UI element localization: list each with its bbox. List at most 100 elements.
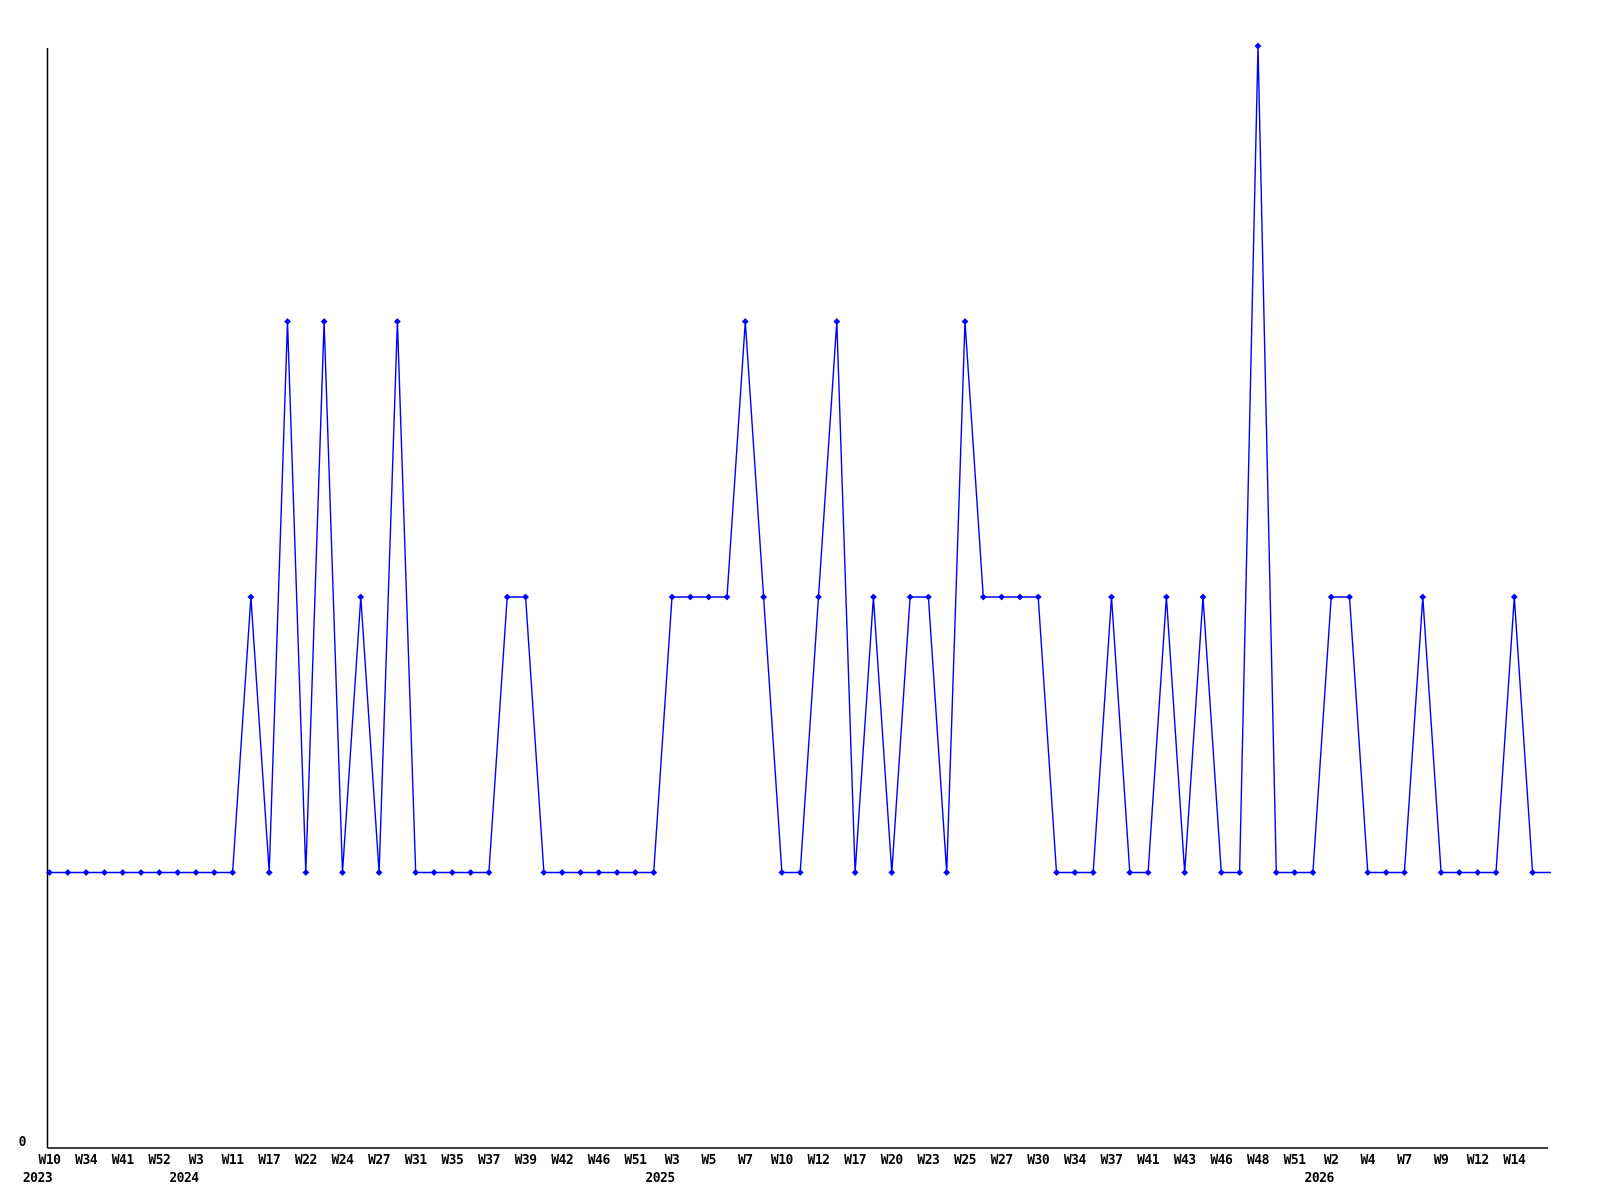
data-point-marker bbox=[1199, 593, 1207, 601]
x-tick-label: W10 bbox=[39, 1153, 62, 1168]
data-point-marker bbox=[1071, 869, 1079, 876]
data-point-marker bbox=[320, 318, 328, 325]
x-tick-label: W41 bbox=[112, 1153, 135, 1168]
data-point-marker bbox=[686, 593, 694, 601]
data-point-marker bbox=[833, 318, 841, 325]
data-point-marker bbox=[961, 318, 969, 325]
x-tick-label: W41 bbox=[1137, 1153, 1160, 1168]
x-tick-label: W46 bbox=[1210, 1153, 1233, 1168]
x-tick-label: W24 bbox=[331, 1153, 354, 1168]
data-point-marker bbox=[632, 869, 639, 876]
data-point-marker bbox=[1401, 869, 1408, 876]
x-tick-label: W43 bbox=[1174, 1153, 1196, 1168]
x-tick-label: W39 bbox=[515, 1153, 537, 1168]
data-point-marker bbox=[595, 869, 603, 876]
data-point-marker bbox=[1144, 869, 1152, 876]
data-point-marker bbox=[1346, 593, 1353, 601]
x-tick-label: W27 bbox=[991, 1153, 1013, 1168]
x-tick-label: W48 bbox=[1247, 1153, 1270, 1168]
data-point-marker bbox=[943, 869, 951, 876]
x-tick-label: W7 bbox=[738, 1153, 753, 1168]
data-point-marker bbox=[1236, 869, 1244, 876]
data-point-marker bbox=[64, 869, 72, 876]
x-tick-label: W52 bbox=[148, 1153, 170, 1168]
data-point-marker bbox=[1474, 869, 1482, 876]
data-point-marker bbox=[577, 869, 584, 876]
data-point-marker bbox=[137, 869, 145, 876]
data-point-marker bbox=[247, 593, 255, 601]
data-point-marker bbox=[760, 593, 767, 601]
data-point-marker bbox=[448, 869, 456, 876]
x-tick-label: W35 bbox=[441, 1153, 463, 1168]
data-point-marker bbox=[778, 869, 786, 876]
data-point-marker bbox=[174, 869, 182, 876]
data-point-marker bbox=[906, 593, 914, 601]
data-point-marker bbox=[412, 869, 420, 876]
data-point-marker bbox=[430, 869, 438, 876]
x-tick-label: W46 bbox=[588, 1153, 611, 1168]
x-tick-label: W3 bbox=[665, 1153, 680, 1168]
data-point-marker bbox=[741, 318, 749, 325]
data-point-marker bbox=[723, 593, 731, 601]
x-tick-label: W12 bbox=[1467, 1153, 1489, 1168]
data-point-marker bbox=[119, 869, 127, 876]
data-point-marker bbox=[1034, 593, 1042, 601]
data-point-marker bbox=[339, 869, 346, 876]
x-tick-label: W34 bbox=[75, 1153, 98, 1168]
data-point-marker bbox=[1254, 42, 1262, 50]
data-point-marker bbox=[393, 318, 401, 325]
data-point-marker bbox=[1272, 869, 1280, 876]
data-point-marker bbox=[558, 869, 566, 876]
x-tick-label: W25 bbox=[954, 1153, 976, 1168]
series-line bbox=[49, 45, 1551, 874]
data-point-marker bbox=[815, 593, 822, 601]
data-point-marker bbox=[979, 593, 987, 601]
x-tick-label: W9 bbox=[1434, 1153, 1449, 1168]
x-tick-label: W37 bbox=[1100, 1153, 1122, 1168]
data-point-marker bbox=[540, 869, 548, 876]
x-tick-label: W10 bbox=[771, 1153, 794, 1168]
data-point-marker bbox=[485, 869, 493, 876]
data-point-marker bbox=[210, 869, 218, 876]
x-tick-label: W7 bbox=[1397, 1153, 1412, 1168]
data-point-marker bbox=[1053, 869, 1060, 876]
data-point-marker bbox=[796, 869, 804, 876]
x-tick-label: W37 bbox=[478, 1153, 500, 1168]
x-tick-label: W4 bbox=[1360, 1153, 1375, 1168]
data-point-marker bbox=[870, 593, 877, 601]
x-tick-label: W22 bbox=[295, 1153, 317, 1168]
data-point-marker bbox=[668, 593, 676, 601]
data-point-marker bbox=[1382, 869, 1390, 876]
x-tick-label: W3 bbox=[189, 1153, 204, 1168]
data-point-marker bbox=[1089, 869, 1097, 876]
data-point-marker bbox=[1364, 869, 1372, 876]
x-tick-label: W42 bbox=[551, 1153, 573, 1168]
data-point-marker bbox=[1309, 869, 1317, 876]
x-tick-label: W11 bbox=[222, 1153, 245, 1168]
x-tick-label: W12 bbox=[808, 1153, 830, 1168]
x-tick-year-label: 2026 bbox=[1305, 1171, 1335, 1186]
data-point-marker bbox=[1016, 593, 1024, 601]
x-tick-label: W14 bbox=[1503, 1153, 1526, 1168]
data-point-marker bbox=[192, 869, 200, 876]
x-tick-label: W20 bbox=[881, 1153, 904, 1168]
y-tick-label: 0 bbox=[19, 1135, 27, 1150]
data-point-marker bbox=[302, 869, 310, 876]
data-point-marker bbox=[155, 869, 163, 876]
x-tick-label: W34 bbox=[1064, 1153, 1087, 1168]
data-point-marker bbox=[888, 869, 896, 876]
x-tick-year-label: 2023 bbox=[23, 1171, 52, 1186]
data-point-marker bbox=[1108, 593, 1115, 601]
x-tick-year-label: 2024 bbox=[169, 1171, 199, 1186]
x-tick-label: W31 bbox=[405, 1153, 428, 1168]
data-point-marker bbox=[1455, 869, 1463, 876]
data-point-marker bbox=[1510, 593, 1518, 601]
data-point-marker bbox=[650, 869, 658, 876]
data-point-marker bbox=[1217, 869, 1225, 876]
data-point-marker bbox=[1419, 593, 1427, 601]
x-tick-label: W2 bbox=[1324, 1153, 1339, 1168]
data-point-marker bbox=[265, 869, 273, 876]
x-tick-label: W5 bbox=[701, 1153, 716, 1168]
